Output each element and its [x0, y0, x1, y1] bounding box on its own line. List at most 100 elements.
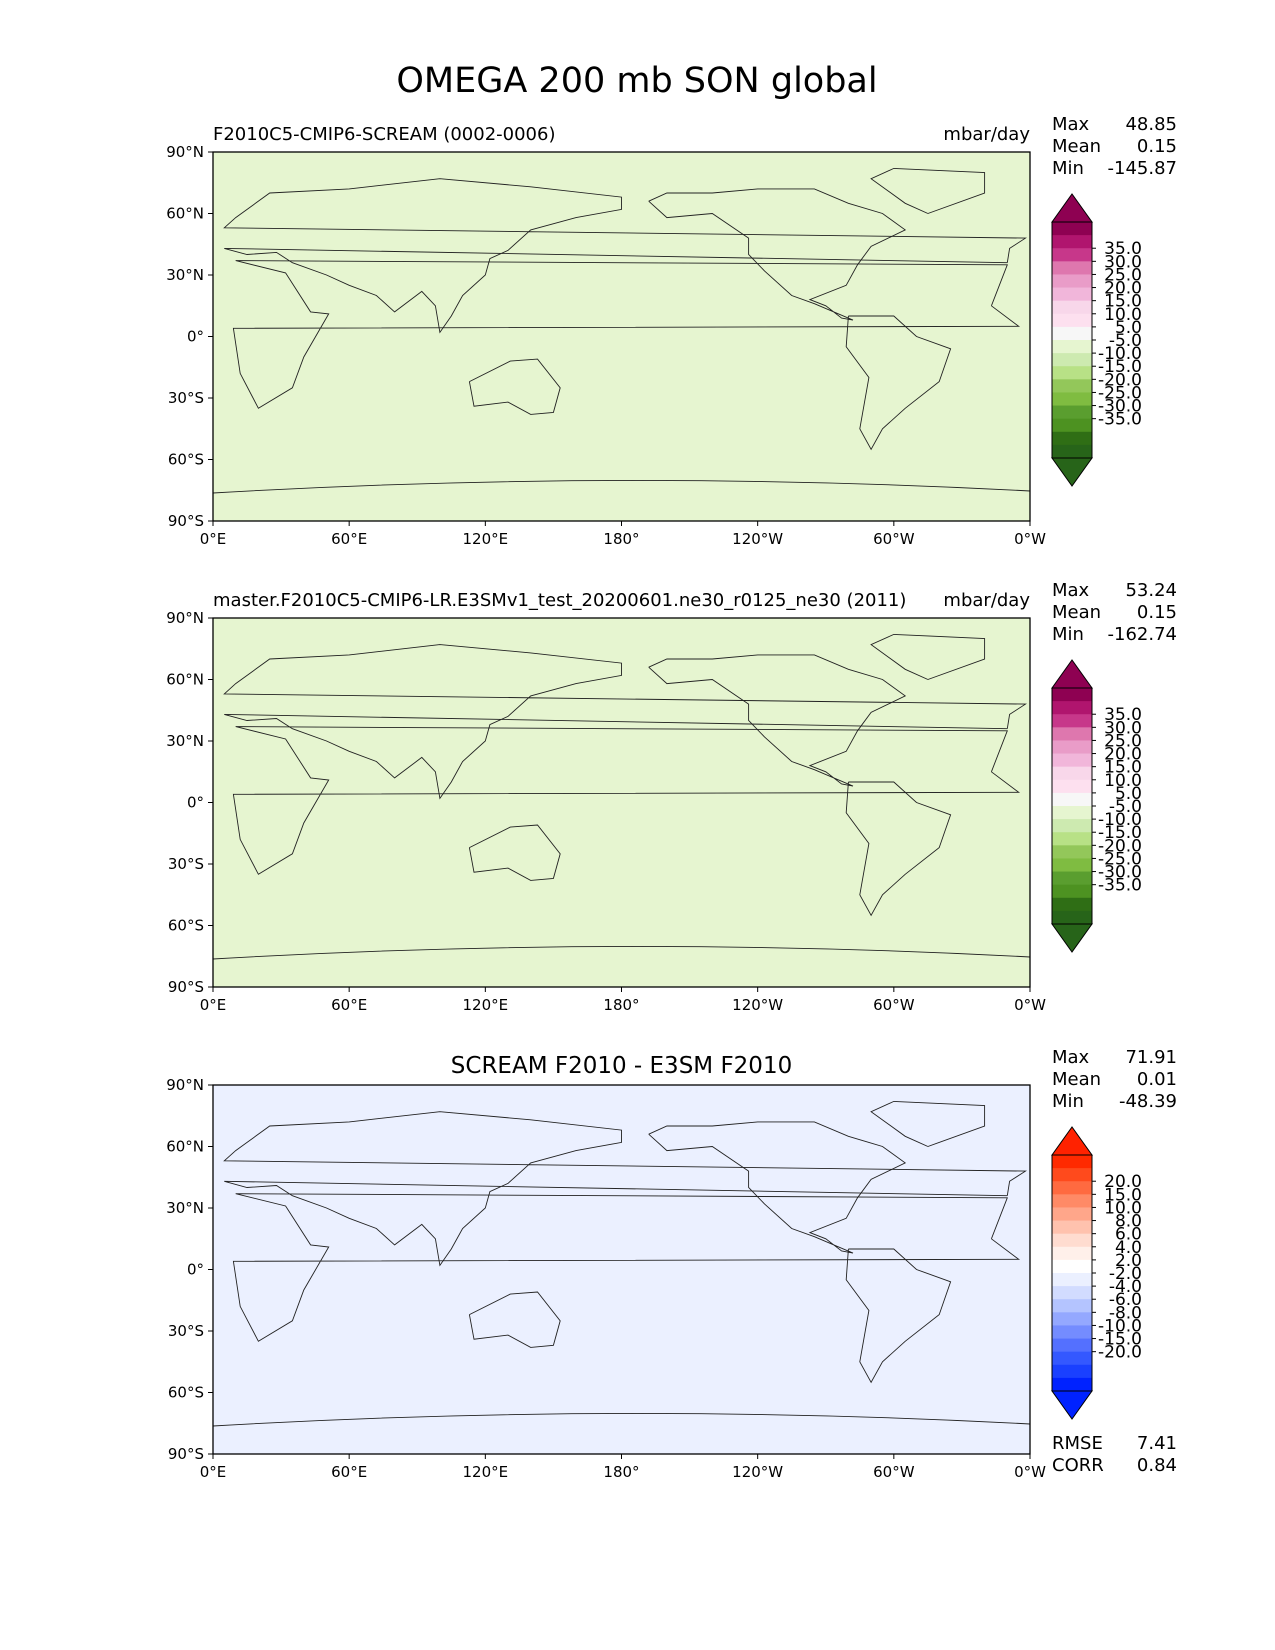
- colorbar-label: -20.0: [1098, 1343, 1142, 1363]
- lon-tick-label: 120°E: [463, 530, 509, 548]
- panel-left-title: master.F2010C5-CMIP6-LR.E3SMv1_test_2020…: [213, 590, 906, 611]
- coastline-antarctica: [212, 1413, 1031, 1427]
- colorbar-segment: [1052, 313, 1092, 328]
- colorbar-label: -8.0: [1109, 1303, 1142, 1323]
- colorbar-label: 35.0: [1104, 239, 1142, 259]
- lat-tick-label: 60°N: [166, 671, 204, 689]
- lat-tick-label: 90°S: [168, 1445, 204, 1463]
- coastline-2: [468, 1291, 561, 1348]
- figure-title: OMEGA 200 mb SON global: [396, 61, 877, 101]
- panel-center-title: SCREAM F2010 - E3SM F2010: [451, 1053, 792, 1079]
- colorbar-segment: [1052, 701, 1092, 715]
- colorbar-label: 20.0: [1104, 279, 1142, 299]
- colorbar-label: 15.0: [1104, 1185, 1142, 1205]
- coastline-antarctica: [212, 480, 1031, 494]
- stat-value-mean: 0.01: [1137, 1069, 1177, 1090]
- lon-tick-label: 0°W: [1014, 996, 1046, 1014]
- coastline-2: [468, 358, 561, 415]
- colorbar-label: 20.0: [1104, 1172, 1142, 1192]
- stat-label-min: Min: [1052, 624, 1084, 645]
- colorbar-label: -15.0: [1098, 823, 1142, 843]
- colorbar-segment: [1052, 287, 1092, 302]
- colorbar-label: 35.0: [1104, 705, 1142, 725]
- stat-value-max: 53.24: [1125, 580, 1177, 601]
- colorbar-segment: [1052, 379, 1092, 393]
- lon-tick-label: 60°E: [331, 996, 367, 1014]
- lat-tick-label: 60°N: [166, 205, 204, 223]
- coastline-2: [468, 824, 561, 881]
- colorbar-segment: [1052, 1325, 1092, 1340]
- colorbar-segment: [1052, 1259, 1092, 1274]
- lat-tick-label: 90°S: [168, 978, 204, 996]
- colorbar-segment: [1052, 806, 1092, 820]
- panel-units: mbar/day: [943, 124, 1030, 145]
- lon-tick-label: 0°W: [1014, 530, 1046, 548]
- stat-label-max: Max: [1052, 1047, 1090, 1068]
- colorbar-label: -10.0: [1098, 344, 1142, 364]
- colorbar-segment: [1052, 897, 1092, 912]
- stat-label-max: Max: [1052, 580, 1090, 601]
- coastline-4: [845, 781, 952, 917]
- lat-tick-label: 90°S: [168, 512, 204, 530]
- lon-tick-label: 60°W: [873, 1463, 915, 1481]
- colorbar-label: -20.0: [1098, 836, 1142, 856]
- stat-value-rmse: 7.41: [1137, 1433, 1177, 1454]
- lat-tick-label: 90°N: [166, 1076, 204, 1094]
- colorbar-segment: [1052, 1364, 1092, 1379]
- lon-tick-label: 120°W: [732, 996, 783, 1014]
- colorbar-label: -30.0: [1098, 397, 1142, 417]
- colorbar-label: 8.0: [1115, 1212, 1142, 1232]
- colorbar-segment: [1052, 1312, 1092, 1326]
- colorbar-segment: [1052, 766, 1092, 781]
- colorbar-segment: [1052, 418, 1092, 433]
- colorbar-segment: [1052, 688, 1092, 702]
- colorbar-segment: [1052, 1220, 1092, 1235]
- colorbar-label: -10.0: [1098, 810, 1142, 830]
- colorbar-label: -15.0: [1098, 1330, 1142, 1350]
- colorbar-segment: [1052, 858, 1092, 873]
- coastline-1: [223, 644, 1027, 800]
- colorbar: 20.015.010.08.06.04.02.0-2.0-4.0-6.0-8.0…: [1051, 1126, 1142, 1420]
- lat-tick-label: 0°: [187, 1261, 204, 1279]
- map-background: [213, 152, 1030, 521]
- colorbar-label: -5.0: [1109, 331, 1142, 351]
- stat-value-max: 48.85: [1125, 114, 1177, 135]
- colorbar-segment: [1052, 779, 1092, 794]
- colorbar-segment: [1052, 248, 1092, 262]
- lat-tick-label: 60°S: [168, 451, 204, 469]
- coastline-3: [648, 1121, 907, 1254]
- colorbar-segment: [1052, 1286, 1092, 1300]
- coastline-antarctica: [212, 946, 1031, 960]
- coastlines: [212, 633, 1031, 960]
- stat-value-corr: 0.84: [1137, 1455, 1177, 1476]
- colorbar-label: 20.0: [1104, 745, 1142, 765]
- colorbar-extend-bottom: [1051, 457, 1093, 487]
- coastline-0: [232, 1193, 1021, 1342]
- colorbar-segment: [1052, 871, 1092, 886]
- colorbar-segment: [1052, 884, 1092, 899]
- stat-value-min: -48.39: [1119, 1091, 1177, 1112]
- lon-tick-label: 120°W: [732, 530, 783, 548]
- panel-left-title: F2010C5-CMIP6-SCREAM (0002-0006): [213, 124, 555, 145]
- colorbar-label: 25.0: [1104, 265, 1142, 285]
- coastline-3: [648, 654, 907, 787]
- colorbar-label: -30.0: [1098, 863, 1142, 883]
- colorbar-segment: [1052, 405, 1092, 420]
- colorbar-segment: [1052, 845, 1092, 859]
- colorbar-segment: [1052, 1351, 1092, 1366]
- colorbar-label: 5.0: [1115, 318, 1142, 338]
- lat-tick-label: 90°N: [166, 143, 204, 161]
- panel-units: mbar/day: [943, 590, 1030, 611]
- colorbar-label: 15.0: [1104, 292, 1142, 312]
- coastline-5: [870, 1100, 986, 1147]
- colorbar-label: 4.0: [1115, 1238, 1142, 1258]
- lon-tick-label: 0°E: [200, 1463, 227, 1481]
- colorbar-label: -2.0: [1109, 1264, 1142, 1284]
- colorbar-extend-bottom: [1051, 1390, 1093, 1420]
- coastline-0: [232, 726, 1021, 875]
- panels: 0°E 60°E 120°E 180° 120°W 60°W 0°W 90°N 60°N 30°N…: [166, 114, 1177, 1481]
- colorbar-label: -25.0: [1098, 849, 1142, 869]
- lon-tick-label: 120°E: [463, 1463, 509, 1481]
- colorbar-segment: [1052, 819, 1092, 833]
